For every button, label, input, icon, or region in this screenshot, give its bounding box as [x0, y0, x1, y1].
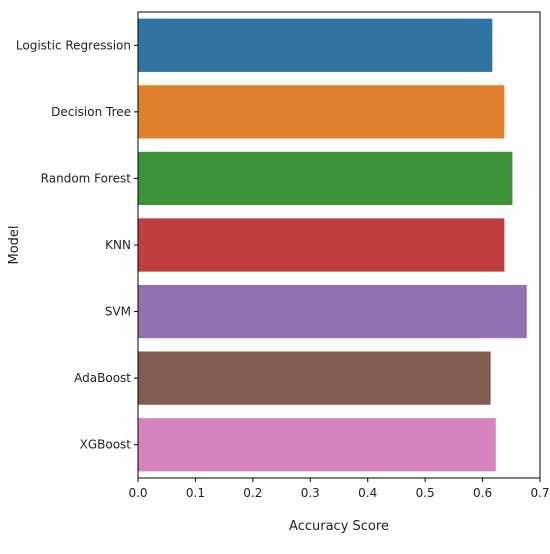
x-axis-ticks: 0.0 0.1 0.2 0.3 0.4 0.5 0.6 0.7	[128, 478, 550, 500]
x-tick-label: 0.6	[473, 486, 492, 500]
y-tick-label: Logistic Regression	[16, 38, 131, 52]
y-axis-label: Model	[7, 225, 22, 264]
x-axis-label: Accuracy Score	[289, 519, 389, 534]
y-tick-label: XGBoost	[80, 438, 132, 452]
y-tick-label: AdaBoost	[74, 371, 131, 385]
x-tick-label: 0.3	[301, 486, 320, 500]
y-tick-label: KNN	[105, 238, 131, 252]
bar-adaboost	[138, 351, 491, 405]
x-tick-label: 0.7	[530, 486, 549, 500]
bar-svm	[138, 284, 527, 339]
bar-knn	[138, 218, 505, 272]
bar-random-forest	[138, 151, 513, 206]
plot-frame	[137, 11, 541, 479]
x-tick-label: 0.4	[358, 486, 377, 500]
bar-xgboost	[138, 418, 496, 472]
y-axis-ticks: Logistic Regression Decision Tree Random F…	[16, 38, 138, 452]
bar-decision-tree	[138, 85, 505, 139]
bars-layer	[138, 18, 527, 472]
x-tick-label: 0.0	[128, 486, 147, 500]
x-tick-label: 0.2	[243, 486, 262, 500]
x-tick-label: 0.1	[186, 486, 205, 500]
y-tick-label: Random Forest	[41, 171, 132, 185]
bar-logistic-regression	[138, 18, 493, 72]
y-tick-label: Decision Tree	[51, 105, 131, 119]
x-tick-label: 0.5	[416, 486, 435, 500]
y-tick-label: SVM	[105, 305, 131, 319]
